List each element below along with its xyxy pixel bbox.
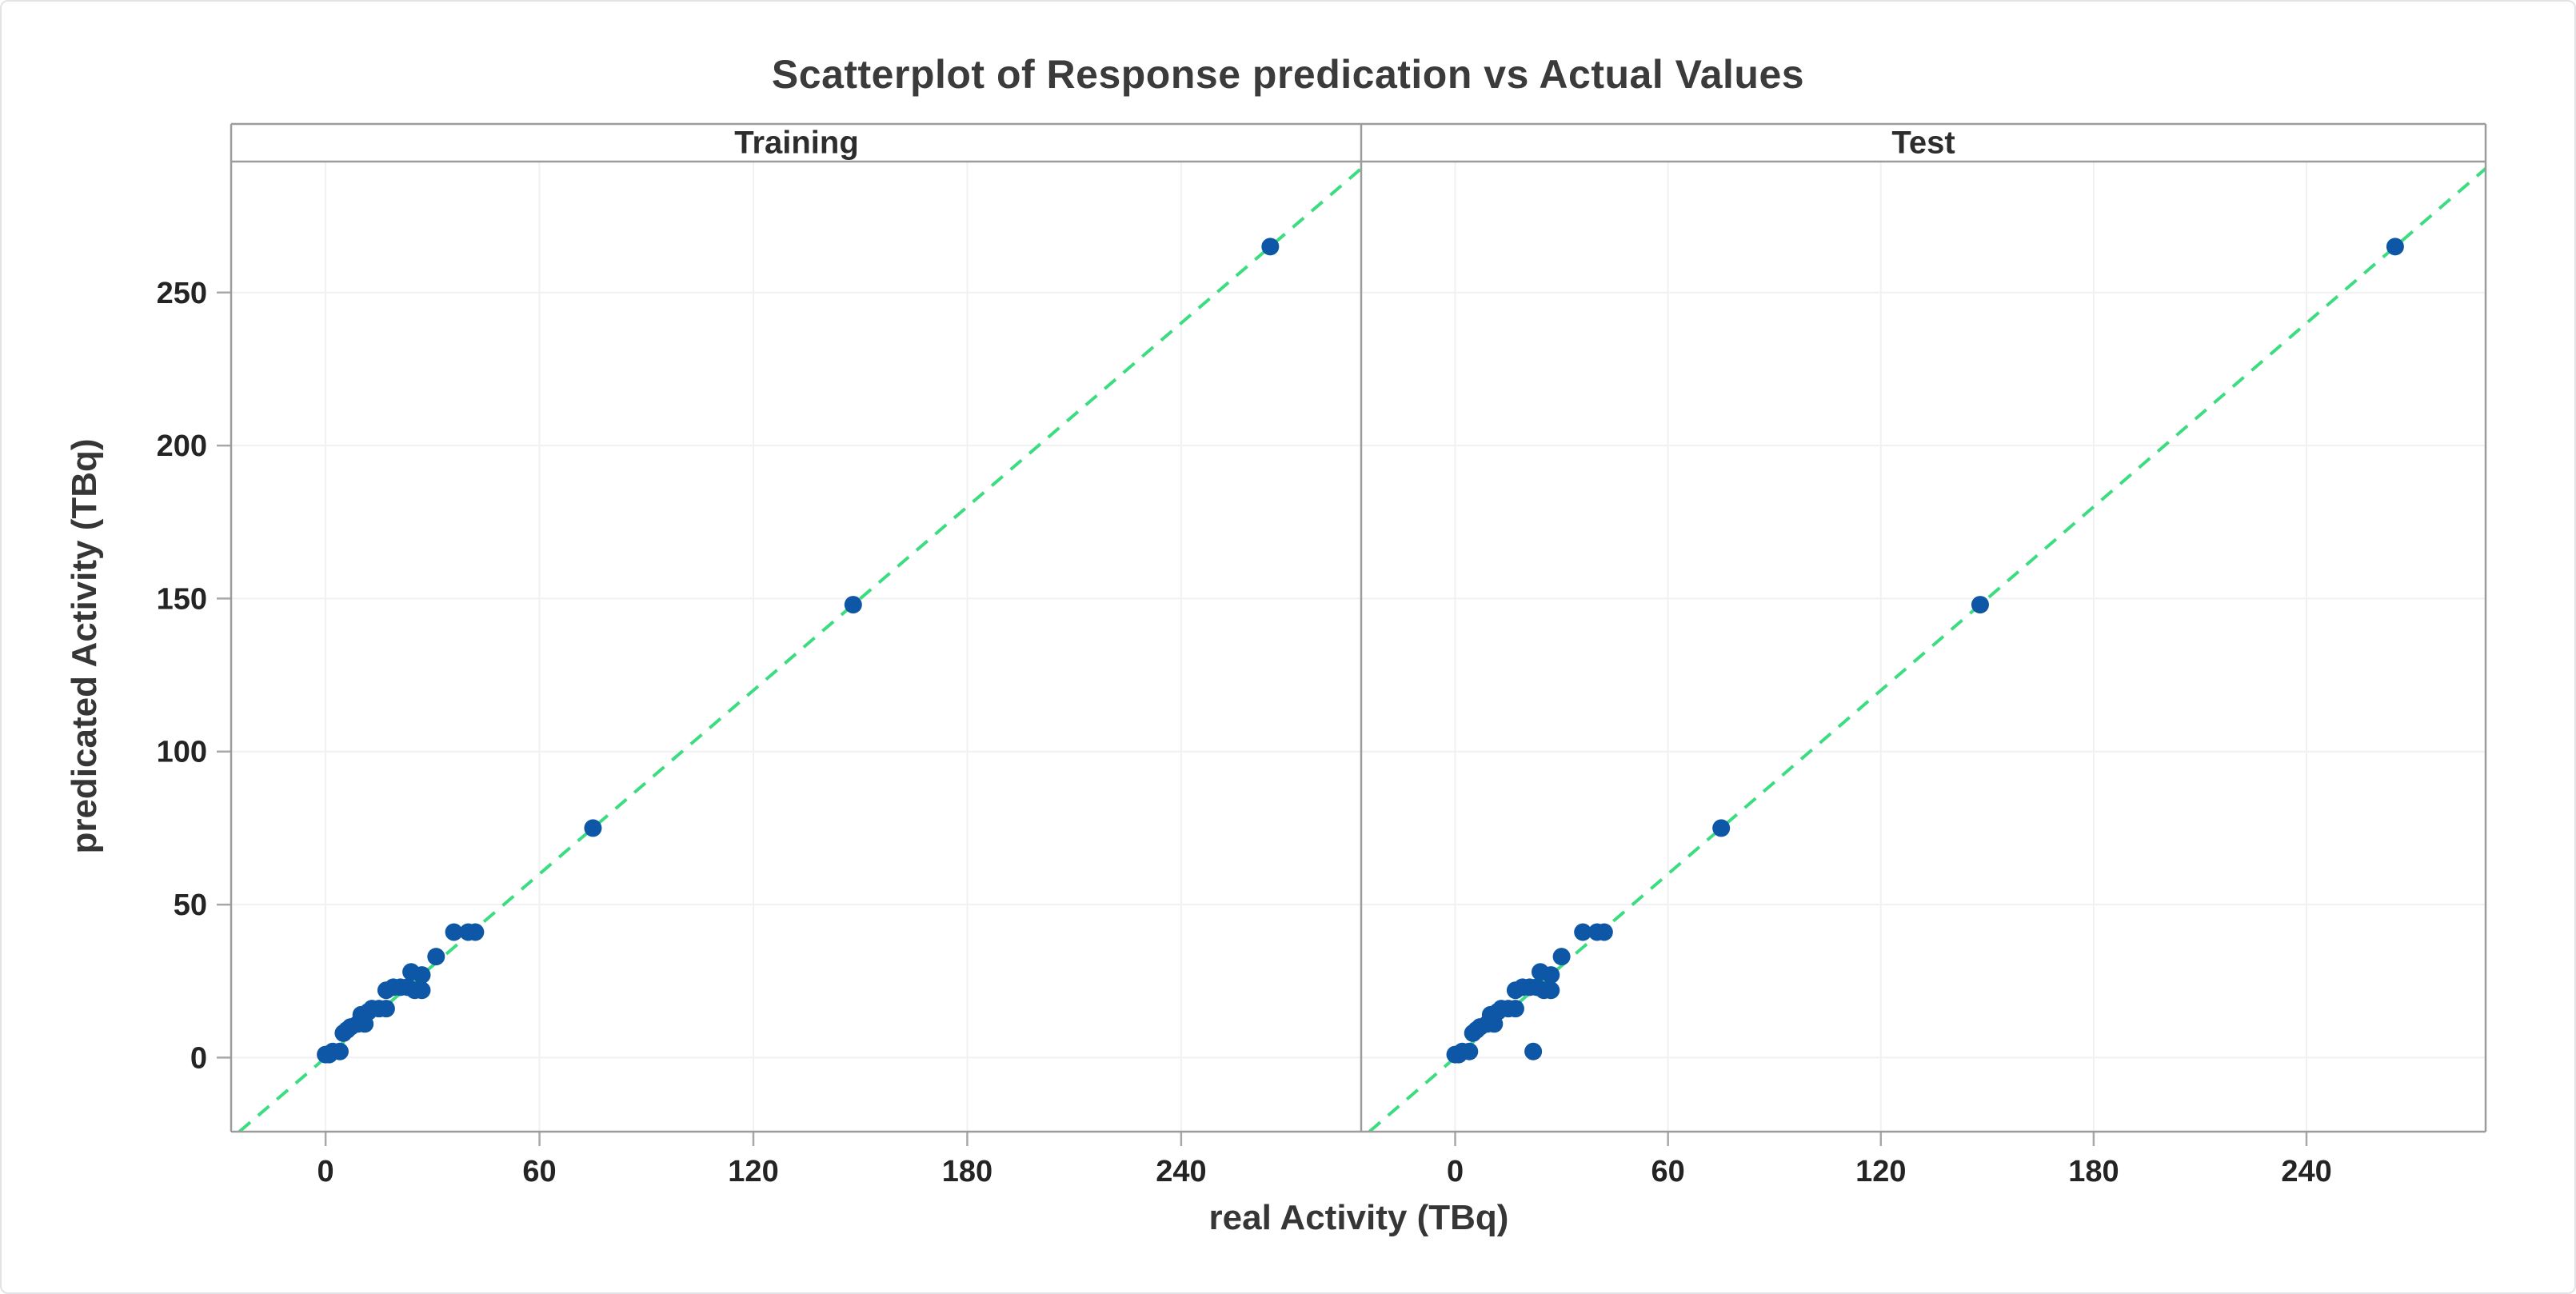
data-point — [2386, 238, 2404, 256]
x-tick-label: 120 — [728, 1155, 778, 1188]
facet-strip-label-training: Training — [734, 125, 859, 161]
data-point — [584, 819, 602, 837]
data-point — [377, 1000, 395, 1018]
y-tick-label: 100 — [157, 736, 207, 769]
data-point — [1971, 596, 1989, 614]
y-axis-title: predicated Activity (TBq) — [65, 438, 104, 854]
data-point — [1712, 819, 1731, 837]
x-tick-label: 180 — [2068, 1155, 2119, 1188]
data-point — [1574, 923, 1592, 941]
data-point — [1261, 238, 1280, 256]
data-point — [445, 923, 463, 941]
x-axis-title: real Activity (TBq) — [1208, 1198, 1509, 1237]
data-point — [330, 1042, 349, 1060]
identity-reference-line — [1368, 167, 2487, 1133]
x-tick-label: 0 — [1447, 1155, 1464, 1188]
x-tick-label: 60 — [522, 1155, 556, 1188]
data-point — [1460, 1042, 1479, 1060]
data-point — [844, 596, 862, 614]
x-tick-label: 0 — [318, 1155, 334, 1188]
x-tick-label: 60 — [1651, 1155, 1685, 1188]
data-point — [466, 923, 485, 941]
data-point — [1542, 981, 1560, 1000]
data-point — [1595, 923, 1613, 941]
y-tick-label: 50 — [174, 889, 207, 922]
data-point — [1542, 966, 1560, 984]
facet-strip-label-test: Test — [1891, 125, 1955, 161]
y-tick-label: 0 — [190, 1041, 207, 1075]
x-tick-label: 120 — [1855, 1155, 1906, 1188]
x-tick-label: 180 — [942, 1155, 992, 1188]
x-tick-label: 240 — [2281, 1155, 2331, 1188]
x-tick-label: 240 — [1156, 1155, 1206, 1188]
data-point — [427, 948, 445, 966]
data-point — [413, 966, 431, 984]
chart-title: Scatterplot of Response predication vs A… — [771, 52, 1805, 97]
data-point — [1506, 1000, 1524, 1018]
data-point — [413, 981, 431, 1000]
data-point — [1524, 1042, 1543, 1060]
data-point — [1552, 948, 1571, 966]
y-tick-label: 250 — [157, 277, 207, 310]
y-tick-label: 150 — [157, 582, 207, 616]
y-tick-label: 200 — [157, 429, 207, 463]
